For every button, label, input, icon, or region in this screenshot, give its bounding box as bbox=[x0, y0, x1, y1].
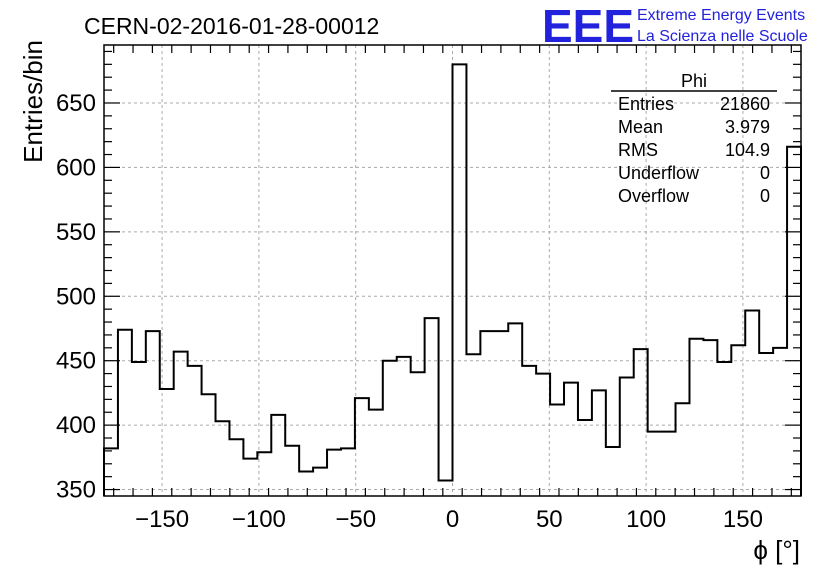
y-axis-label: Entries/bin bbox=[18, 40, 48, 163]
y-tick-label: 350 bbox=[56, 477, 96, 504]
y-tick-label: 450 bbox=[56, 348, 96, 375]
stats-value: 3.979 bbox=[725, 117, 770, 137]
stats-value: 0 bbox=[760, 186, 770, 206]
stats-label: Entries bbox=[618, 94, 674, 114]
x-tick-label: −50 bbox=[335, 506, 376, 533]
stats-box: Phi Entries 21860 Mean 3.979 RMS 104.9 Underfl… bbox=[611, 71, 777, 206]
stats-value: 21860 bbox=[720, 94, 770, 114]
x-axis-label: ϕ [°] bbox=[753, 535, 800, 565]
x-tick-label: −150 bbox=[135, 506, 189, 533]
stats-name: Phi bbox=[681, 71, 707, 91]
x-tick-label: 100 bbox=[626, 506, 666, 533]
stats-label: Overflow bbox=[618, 186, 690, 206]
y-tick-label: 400 bbox=[56, 412, 96, 439]
x-tick-label: 50 bbox=[536, 506, 563, 533]
eee-logo: EEE Extreme Energy Events La Scienza nel… bbox=[542, 0, 808, 52]
histogram-outline bbox=[103, 63, 802, 496]
chart-title: CERN-02-2016-01-28-00012 bbox=[84, 13, 379, 39]
y-tick-labels: 350 400 450 500 550 600 650 bbox=[56, 90, 96, 504]
logo-mark: EEE bbox=[542, 0, 634, 52]
stats-label: Mean bbox=[618, 117, 663, 137]
stats-label: Underflow bbox=[618, 163, 700, 183]
stats-value: 104.9 bbox=[725, 140, 770, 160]
x-tick-label: −100 bbox=[232, 506, 286, 533]
y-tick-label: 600 bbox=[56, 154, 96, 181]
stats-rows: Entries 21860 Mean 3.979 RMS 104.9 Underflow 0 O… bbox=[618, 94, 770, 206]
logo-line-2: La Scienza nelle Scuole bbox=[637, 28, 808, 45]
x-tick-labels: −150 −100 −50 0 50 100 150 bbox=[135, 506, 763, 533]
stats-value: 0 bbox=[760, 163, 770, 183]
y-tick-label: 650 bbox=[56, 90, 96, 117]
y-tick-label: 500 bbox=[56, 283, 96, 310]
axis-ticks bbox=[104, 45, 801, 496]
y-tick-label: 550 bbox=[56, 219, 96, 246]
x-tick-label: 0 bbox=[446, 506, 459, 533]
x-tick-label: 150 bbox=[723, 506, 763, 533]
stats-label: RMS bbox=[618, 140, 658, 160]
logo-line-1: Extreme Energy Events bbox=[637, 7, 805, 24]
